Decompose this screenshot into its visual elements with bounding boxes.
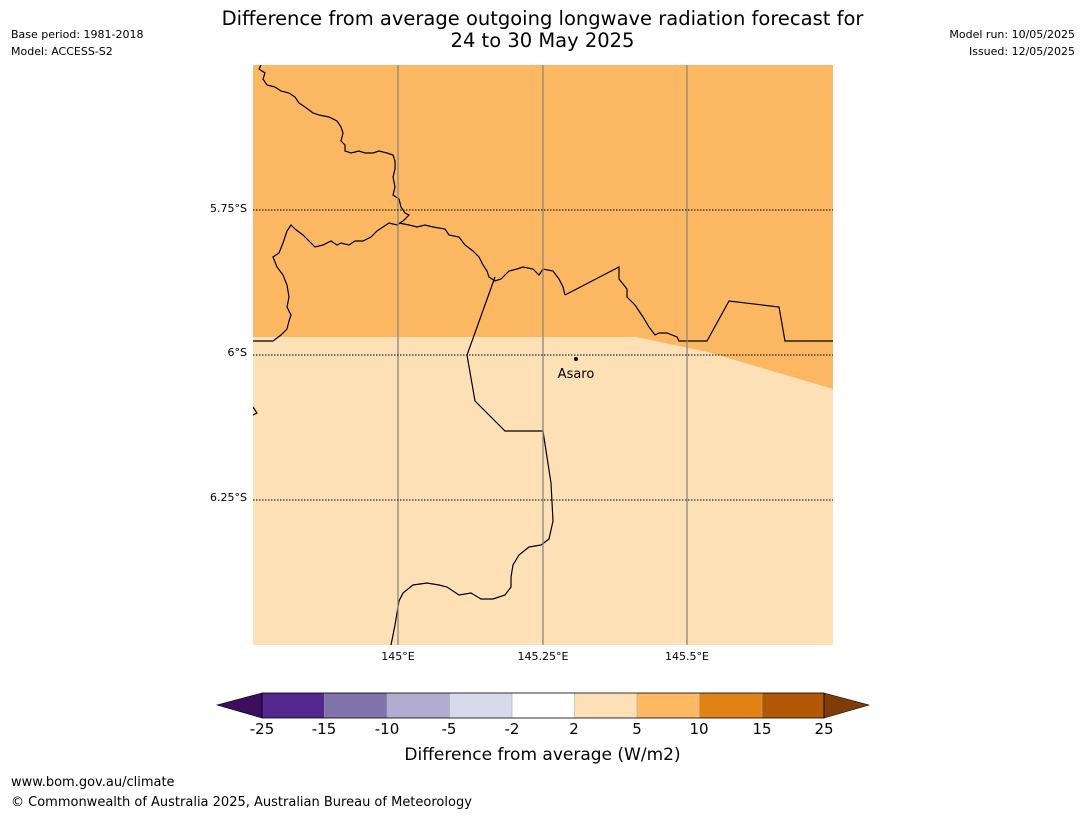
meta-left: Base period: 1981-2018 Model: ACCESS-S2 (11, 26, 143, 60)
lon-label-145-5: 145.5°E (665, 650, 709, 663)
colorbar-frame (261, 692, 825, 719)
model-text: Model: ACCESS-S2 (11, 45, 113, 58)
lat-label-5-75: 5.75°S (210, 202, 247, 215)
asaro-label: Asaro (558, 367, 595, 382)
cb-tick-25: 25 (814, 720, 834, 738)
colorbar-bin-neg2-2 (512, 693, 575, 718)
border-line (253, 65, 411, 342)
parallels (253, 209, 833, 501)
border-line (253, 406, 258, 416)
lat-label-6-25: 6.25°S (210, 491, 247, 504)
colorbar-bin-10-15 (699, 693, 762, 718)
colorbar-label: Difference from average (W/m2) (404, 745, 681, 765)
cb-tick-10: 10 (689, 720, 709, 738)
colorbar-bin-neg5-neg2 (449, 693, 512, 718)
lon-label-145: 145°E (381, 650, 415, 663)
footer-url: www.bom.gov.au/climate (11, 775, 175, 790)
map-panel: Asaro (253, 65, 833, 645)
colorbar-bin-5-10 (637, 693, 700, 718)
colorbar-bin-neg25-neg15 (262, 693, 325, 718)
cb-tick-neg15: -15 (311, 720, 337, 738)
cb-tick-15: 15 (752, 720, 772, 738)
colorbar-bin-2-5 (574, 693, 637, 718)
cb-tick-neg2: -2 (504, 720, 520, 738)
lon-label-145-25: 145.25°E (517, 650, 569, 663)
lat-label-6: 6°S (227, 346, 247, 359)
colorbar-extend-low (215, 692, 263, 719)
asaro-marker (574, 357, 578, 361)
colorbar-bin-neg15-neg10 (324, 693, 387, 718)
chart-title: Difference from average outgoing longwav… (0, 8, 1085, 52)
base-period-text: Base period: 1981-2018 (11, 28, 144, 41)
colorbar-bin-15-25 (762, 693, 824, 718)
title-line-1: Difference from average outgoing longwav… (221, 7, 864, 30)
model-run-text: Model run: 10/05/2025 (949, 28, 1075, 41)
colorbar-extend-high (823, 692, 871, 719)
colorbar (215, 692, 871, 719)
border-line (390, 276, 554, 645)
border-line (398, 222, 566, 296)
colorbar-bin-neg10-neg5 (387, 693, 450, 718)
cb-tick-neg25: -25 (249, 720, 275, 738)
cb-tick-2: 2 (569, 720, 579, 738)
meta-right: Model run: 10/05/2025 Issued: 12/05/2025 (949, 26, 1075, 60)
cb-tick-neg5: -5 (441, 720, 457, 738)
border-line (564, 266, 833, 342)
cb-tick-neg10: -10 (374, 720, 400, 738)
title-line-2: 24 to 30 May 2025 (450, 29, 635, 52)
issued-text: Issued: 12/05/2025 (968, 45, 1075, 58)
colorbar-dividers (324, 693, 763, 718)
footer-copyright: © Commonwealth of Australia 2025, Austra… (11, 795, 472, 810)
cb-tick-5: 5 (632, 720, 642, 738)
